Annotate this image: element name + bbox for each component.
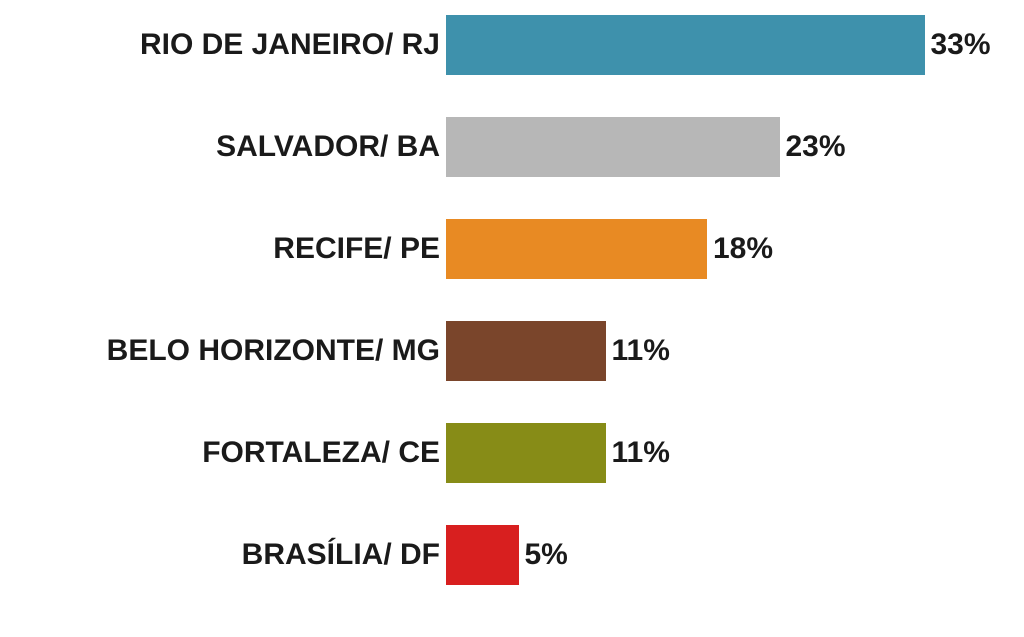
bar-holder: 11% [446, 321, 1024, 381]
category-label: BELO HORIZONTE/ MG [0, 334, 446, 368]
bar-holder: 11% [446, 423, 1024, 483]
chart-row: RECIFE/ PE 18% [0, 219, 1024, 279]
bar-segment [446, 525, 519, 585]
cities-bar-chart: RIO DE JANEIRO/ RJ 33% SALVADOR/ BA 23% … [0, 0, 1024, 637]
chart-row: RIO DE JANEIRO/ RJ 33% [0, 15, 1024, 75]
bar-segment [446, 321, 606, 381]
chart-row: SALVADOR/ BA 23% [0, 117, 1024, 177]
bar-segment [446, 117, 780, 177]
chart-row: BELO HORIZONTE/ MG 11% [0, 321, 1024, 381]
bar-segment [446, 219, 707, 279]
category-label: SALVADOR/ BA [0, 130, 446, 164]
bar-segment [446, 15, 925, 75]
value-label: 33% [931, 28, 991, 62]
value-label: 23% [786, 130, 846, 164]
bar-holder: 18% [446, 219, 1024, 279]
bar-holder: 33% [446, 15, 1024, 75]
category-label: RECIFE/ PE [0, 232, 446, 266]
category-label: FORTALEZA/ CE [0, 436, 446, 470]
chart-row: BRASÍLIA/ DF 5% [0, 525, 1024, 585]
category-label: RIO DE JANEIRO/ RJ [0, 28, 446, 62]
bar-segment [446, 423, 606, 483]
chart-row: FORTALEZA/ CE 11% [0, 423, 1024, 483]
bar-holder: 23% [446, 117, 1024, 177]
category-label: BRASÍLIA/ DF [0, 538, 446, 572]
value-label: 11% [612, 436, 670, 470]
value-label: 5% [525, 538, 568, 572]
value-label: 18% [713, 232, 773, 266]
bar-holder: 5% [446, 525, 1024, 585]
value-label: 11% [612, 334, 670, 368]
